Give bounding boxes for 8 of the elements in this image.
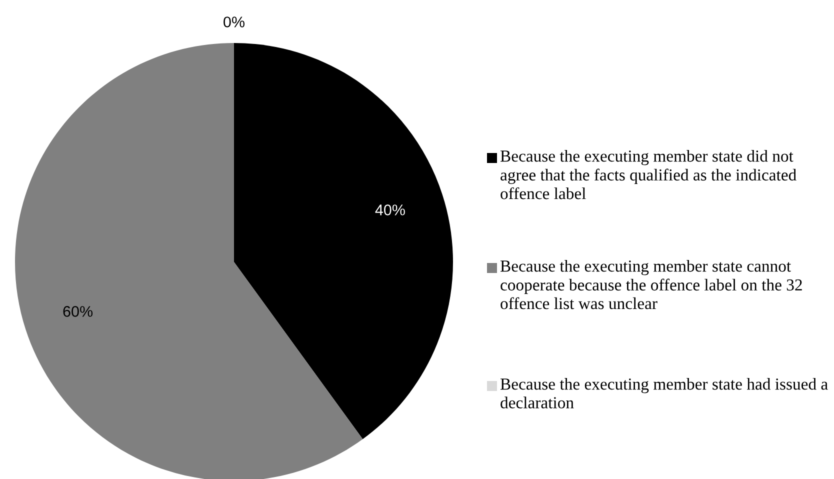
legend-label: Because the executing member state cannot cooperate because the offence label on the 32 offence list was unclear (500, 260, 802, 310)
data-label: 60% (63, 306, 93, 317)
legend-label: Because the executing member state did not agree that the facts qualified as the indicated offence label (500, 150, 796, 200)
pie-slice (15, 43, 363, 479)
legend-label: Because the executing member state had issued a declaration (500, 378, 828, 408)
text: 0% (224, 16, 244, 28)
pie-slice (234, 43, 453, 440)
data-label: 40% (375, 204, 405, 216)
